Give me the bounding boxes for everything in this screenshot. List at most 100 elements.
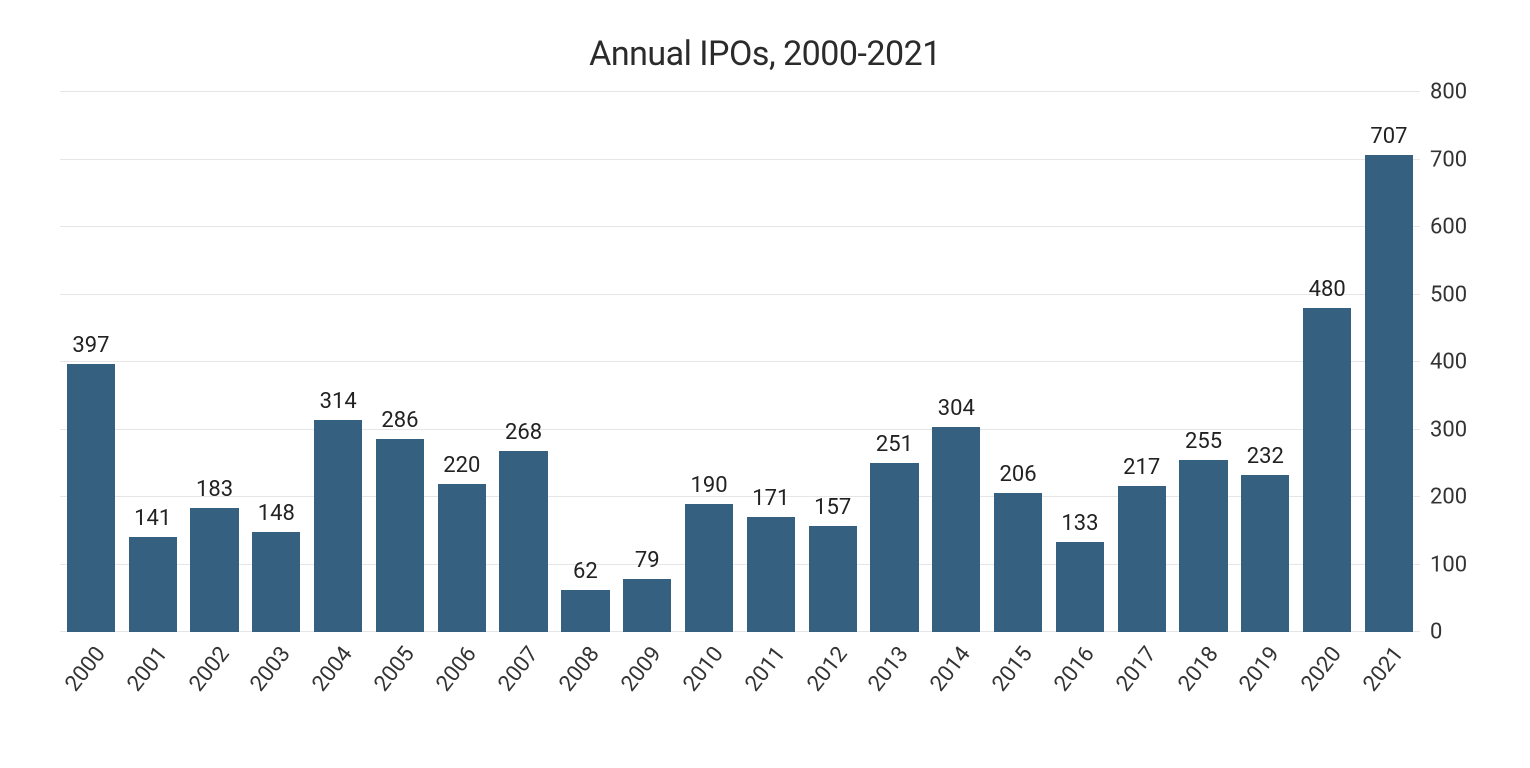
x-label-slot: 2008 bbox=[555, 632, 617, 712]
bar-value-label: 397 bbox=[72, 333, 109, 358]
bar-value-label: 232 bbox=[1247, 444, 1284, 469]
chart-title: Annual IPOs, 2000-2021 bbox=[20, 34, 1510, 74]
x-tick-label: 2008 bbox=[555, 642, 605, 696]
x-label-slot: 2017 bbox=[1111, 632, 1173, 712]
x-label-slot: 2001 bbox=[122, 632, 184, 712]
bar-slot: 268 bbox=[493, 92, 555, 632]
x-tick-label: 2018 bbox=[1173, 642, 1223, 696]
y-tick-label: 200 bbox=[1430, 485, 1490, 510]
x-label-slot: 2004 bbox=[307, 632, 369, 712]
bar-value-label: 157 bbox=[814, 495, 851, 520]
x-tick-label: 2020 bbox=[1297, 642, 1347, 696]
x-tick-label: 2006 bbox=[431, 642, 481, 696]
x-label-slot: 2010 bbox=[678, 632, 740, 712]
x-label-slot: 2019 bbox=[1234, 632, 1296, 712]
chart-container: Annual IPOs, 2000-2021 01002003004005006… bbox=[0, 0, 1530, 768]
x-tick-label: 2021 bbox=[1359, 642, 1409, 696]
bar-slot: 183 bbox=[184, 92, 246, 632]
y-tick-label: 500 bbox=[1430, 282, 1490, 307]
bar bbox=[685, 504, 733, 632]
bar-slot: 148 bbox=[245, 92, 307, 632]
y-tick-label: 800 bbox=[1430, 80, 1490, 105]
bar-value-label: 171 bbox=[752, 486, 789, 511]
x-tick-label: 2004 bbox=[308, 642, 358, 696]
plot-area: 0100200300400500600700800 39714118314831… bbox=[60, 92, 1420, 632]
x-tick-label: 2015 bbox=[988, 642, 1038, 696]
x-tick-label: 2019 bbox=[1235, 642, 1285, 696]
bar-value-label: 286 bbox=[381, 408, 418, 433]
bar-slot: 255 bbox=[1173, 92, 1235, 632]
bar bbox=[1179, 460, 1227, 632]
bar bbox=[190, 508, 238, 632]
x-tick-label: 2005 bbox=[370, 642, 420, 696]
bar-slot: 171 bbox=[740, 92, 802, 632]
bar-slot: 232 bbox=[1234, 92, 1296, 632]
y-tick-label: 600 bbox=[1430, 215, 1490, 240]
bar bbox=[1056, 542, 1104, 632]
y-tick-label: 700 bbox=[1430, 147, 1490, 172]
bar bbox=[438, 484, 486, 633]
x-label-slot: 2007 bbox=[493, 632, 555, 712]
x-label-slot: 2005 bbox=[369, 632, 431, 712]
bar-slot: 314 bbox=[307, 92, 369, 632]
bar-slot: 217 bbox=[1111, 92, 1173, 632]
x-tick-label: 2011 bbox=[740, 642, 790, 696]
bar-slot: 190 bbox=[678, 92, 740, 632]
x-tick-label: 2003 bbox=[246, 642, 296, 696]
bar-slot: 251 bbox=[864, 92, 926, 632]
bar-slot: 79 bbox=[616, 92, 678, 632]
bar-value-label: 304 bbox=[938, 396, 975, 421]
bar-value-label: 148 bbox=[258, 501, 295, 526]
x-label-slot: 2014 bbox=[925, 632, 987, 712]
bar-slot: 480 bbox=[1296, 92, 1358, 632]
x-label-slot: 2011 bbox=[740, 632, 802, 712]
bar-slot: 707 bbox=[1358, 92, 1420, 632]
x-label-slot: 2018 bbox=[1173, 632, 1235, 712]
x-tick-label: 2016 bbox=[1049, 642, 1099, 696]
x-tick-label: 2014 bbox=[926, 642, 976, 696]
x-label-slot: 2016 bbox=[1049, 632, 1111, 712]
x-tick-label: 2001 bbox=[122, 642, 172, 696]
bar-value-label: 268 bbox=[505, 420, 542, 445]
bar-value-label: 190 bbox=[690, 473, 727, 498]
y-tick-label: 300 bbox=[1430, 417, 1490, 442]
x-axis-labels: 2000200120022003200420052006200720082009… bbox=[60, 632, 1420, 712]
x-label-slot: 2013 bbox=[864, 632, 926, 712]
bar bbox=[623, 579, 671, 632]
x-label-slot: 2003 bbox=[245, 632, 307, 712]
x-tick-label: 2012 bbox=[802, 642, 852, 696]
bar bbox=[376, 439, 424, 632]
bar-value-label: 220 bbox=[443, 453, 480, 478]
bar bbox=[809, 526, 857, 632]
bar bbox=[870, 463, 918, 632]
x-tick-label: 2000 bbox=[60, 642, 110, 696]
bar-value-label: 62 bbox=[573, 559, 598, 584]
x-tick-label: 2009 bbox=[617, 642, 667, 696]
bar-slot: 157 bbox=[802, 92, 864, 632]
bar bbox=[1241, 475, 1289, 632]
bar bbox=[1303, 308, 1351, 632]
bars: 397 141 183 148 314 286 220 268 62 79 190 171 157 251… bbox=[60, 92, 1420, 632]
bar-slot: 62 bbox=[555, 92, 617, 632]
x-label-slot: 2015 bbox=[987, 632, 1049, 712]
bar bbox=[994, 493, 1042, 632]
y-tick-label: 100 bbox=[1430, 552, 1490, 577]
x-tick-label: 2013 bbox=[864, 642, 914, 696]
x-tick-label: 2002 bbox=[184, 642, 234, 696]
bar-value-label: 141 bbox=[134, 506, 171, 531]
x-tick-label: 2017 bbox=[1111, 642, 1161, 696]
bar bbox=[1118, 486, 1166, 632]
bar-value-label: 79 bbox=[635, 548, 660, 573]
bar-value-label: 255 bbox=[1185, 429, 1222, 454]
x-label-slot: 2012 bbox=[802, 632, 864, 712]
x-label-slot: 2000 bbox=[60, 632, 122, 712]
x-label-slot: 2002 bbox=[184, 632, 246, 712]
bar bbox=[747, 517, 795, 632]
bar bbox=[1365, 155, 1413, 632]
bar bbox=[561, 590, 609, 632]
bar-value-label: 206 bbox=[1000, 462, 1037, 487]
bar-slot: 133 bbox=[1049, 92, 1111, 632]
bar bbox=[499, 451, 547, 632]
bar bbox=[252, 532, 300, 632]
bar bbox=[129, 537, 177, 632]
